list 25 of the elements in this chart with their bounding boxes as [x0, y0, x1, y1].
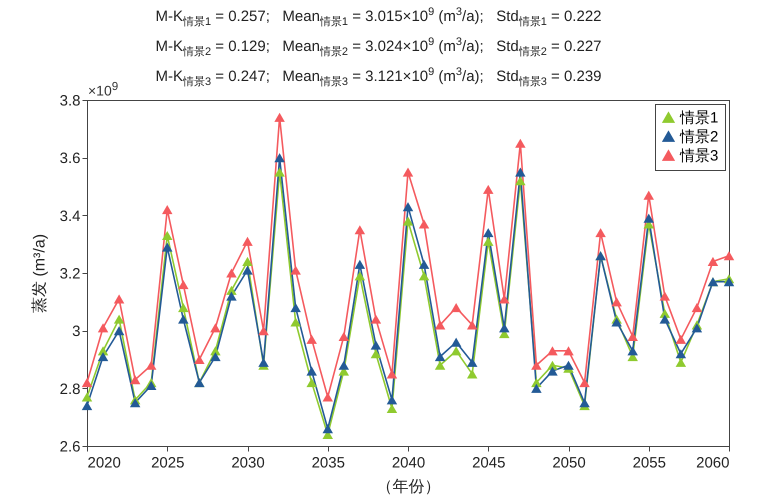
- x-tick-label: 2020: [88, 454, 121, 472]
- x-tick-label: 2050: [552, 454, 586, 472]
- x-tick-label: 2055: [632, 454, 666, 472]
- text: M-K$_{情景1}$ = 0.257; Mean$_{情景1}$ = 3.015×10$^{9}$ (m$^{3}$/a); Std$_{情景1}$ = 0.222: [155, 6, 602, 28]
- x-tick-label: 2030: [231, 454, 265, 472]
- y-tick-label: 3.2: [60, 266, 80, 282]
- x-tick-label: 2025: [151, 454, 184, 472]
- y-tick-label: 3.4: [60, 208, 80, 225]
- text: M-K$_{情景3}$ = 0.247; Mean$_{情景3}$ = 3.121×10$^{9}$ (m$^{3}$/a); Std$_{情景3}$ = 0.239: [155, 66, 602, 88]
- y-tick-label: 3.8: [60, 92, 80, 110]
- y-tick-label: 2.8: [60, 380, 80, 398]
- x-tick-label: 2035: [312, 454, 345, 472]
- x-tick-label: 2060: [696, 454, 730, 472]
- y-tick-label: 2.6: [60, 438, 80, 456]
- y-axis-title: 蒸发 (m³/a): [30, 234, 49, 314]
- legend-label: 情景1: [679, 110, 718, 126]
- y-tick-label: 3.6: [60, 150, 80, 168]
- x-axis-title: （年份）: [376, 478, 440, 496]
- x-tick-label: 2045: [472, 454, 506, 472]
- legend-label: 情景3: [679, 148, 718, 164]
- y-tick-label: 3: [72, 323, 80, 340]
- text: M-K$_{情景2}$ = 0.129; Mean$_{情景2}$ = 3.024×10$^{9}$ (m$^{3}$/a); Std$_{情景2}$ = 0.227: [155, 36, 602, 58]
- legend-label: 情景2: [679, 128, 718, 146]
- x-tick-label: 2040: [392, 454, 426, 472]
- text: ×10$^{9}$: [88, 80, 118, 99]
